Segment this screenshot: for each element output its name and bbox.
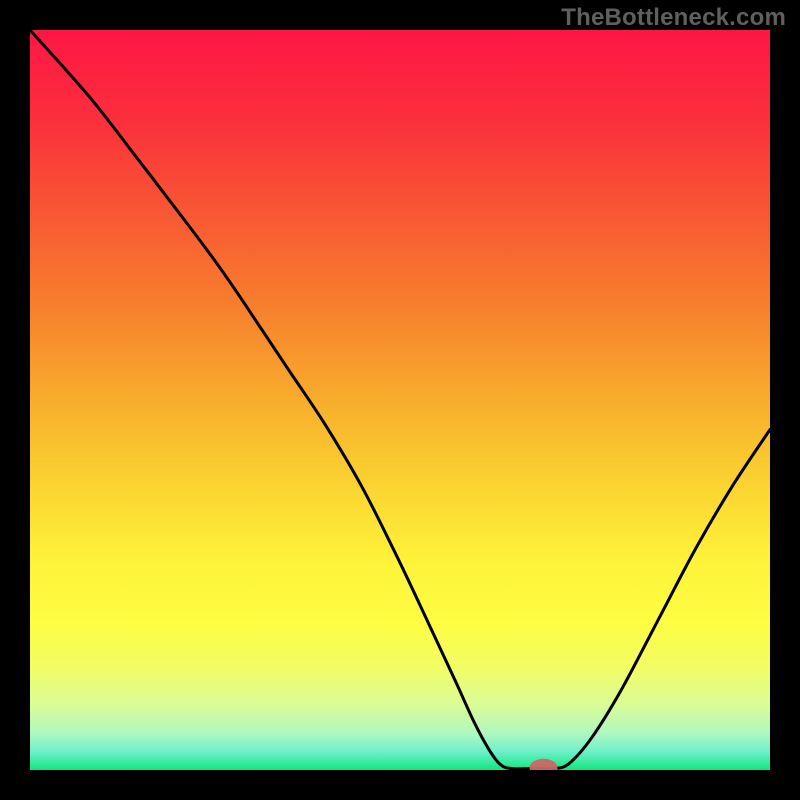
chart-svg <box>30 30 770 770</box>
chart-frame: TheBottleneck.com <box>0 0 800 800</box>
watermark-text: TheBottleneck.com <box>561 4 786 32</box>
plot-area <box>30 30 770 770</box>
gradient-background <box>30 30 770 770</box>
